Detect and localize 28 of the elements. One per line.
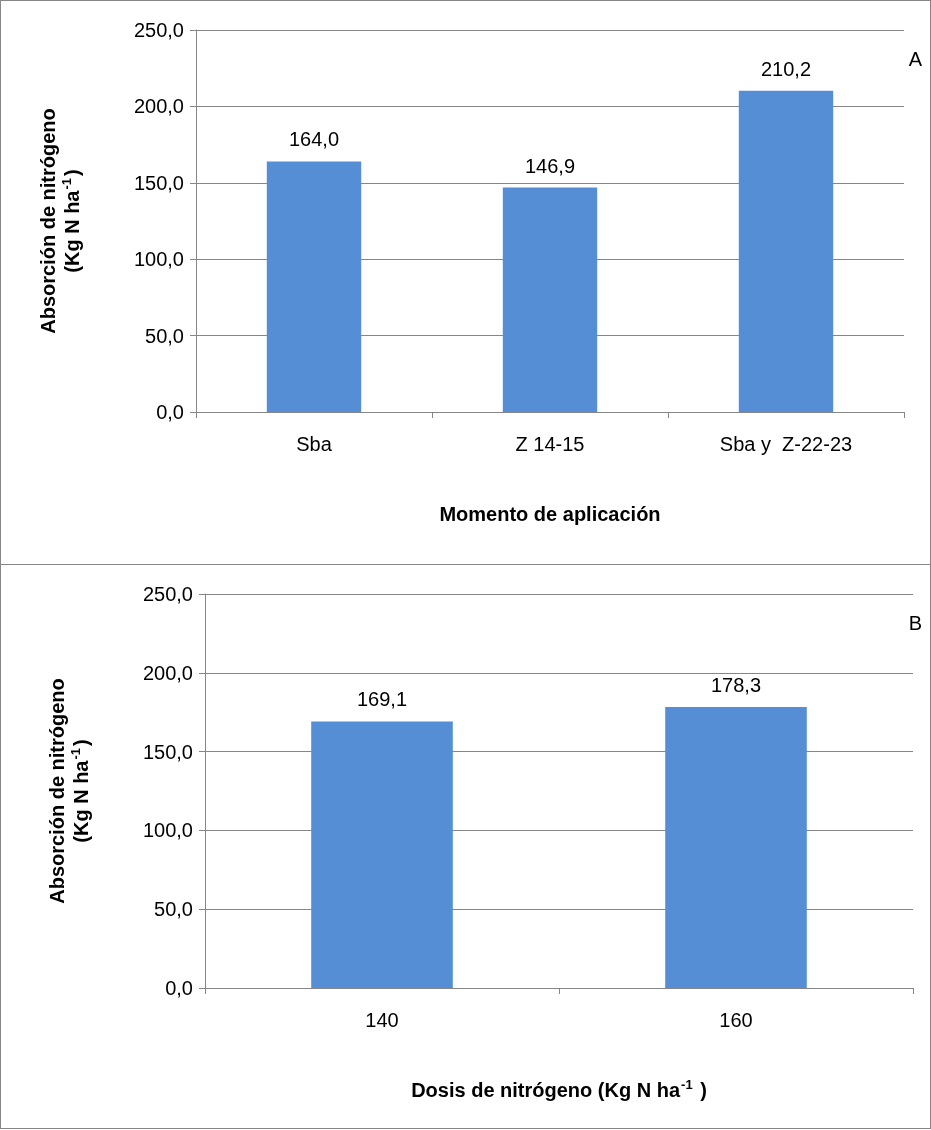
y-tick-label: 200,0: [133, 95, 184, 118]
data-label: 210,2: [760, 57, 812, 80]
x-tick-label: 140: [365, 1009, 399, 1031]
y-tick-label: 50,0: [145, 324, 184, 347]
bar: [738, 90, 834, 412]
y-tick-label: 100,0: [142, 819, 193, 842]
y-tick-label: 250,0: [133, 19, 184, 41]
annotation: B: [908, 612, 922, 634]
x-tick-label: Sba: [296, 433, 333, 455]
text: A: [908, 48, 923, 70]
y-tick-label: 200,0: [142, 661, 193, 684]
x-axis-title: Momento de aplicación: [439, 503, 661, 525]
data-label: 146,9: [524, 154, 576, 177]
y-tick-label: 150,0: [133, 171, 184, 194]
data-label: 178,3: [710, 674, 762, 696]
x-tick-label: Sba y Z-22-23: [719, 433, 853, 455]
bar: [502, 187, 598, 412]
y-tick-label: 100,0: [133, 248, 184, 271]
bar: [266, 161, 362, 412]
x-tick-label: 160: [719, 1009, 753, 1031]
x-tick-label: Z 14-15: [515, 433, 585, 455]
y-tick-label: 0,0: [156, 401, 184, 423]
y-tick-label: 250,0: [142, 583, 193, 605]
y-tick-label: 50,0: [154, 898, 193, 921]
y-tick-label: 0,0: [165, 977, 193, 999]
data-label: 164,0: [288, 128, 340, 151]
data-label: 169,1: [356, 688, 408, 711]
y-tick-label: 150,0: [142, 740, 193, 763]
